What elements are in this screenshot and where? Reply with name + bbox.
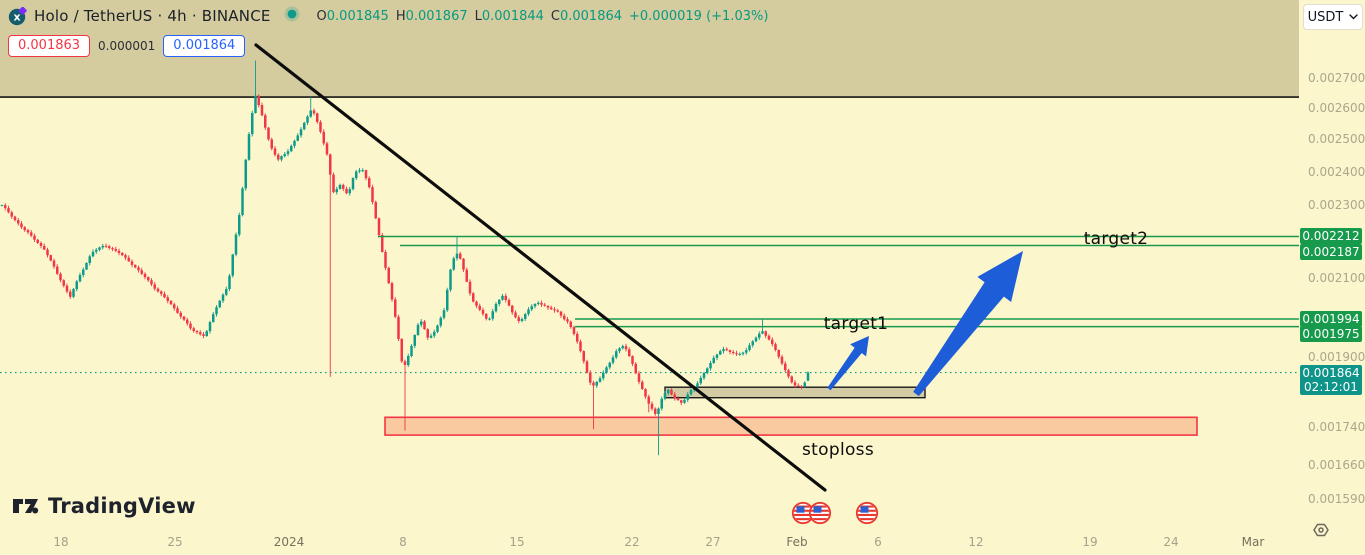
us-flag-icon[interactable] — [791, 501, 815, 525]
time-tick: 6 — [874, 535, 882, 549]
small-up-arrow[interactable] — [827, 336, 869, 391]
price-tick: 0.002400 — [1308, 164, 1365, 179]
big-up-arrow[interactable] — [913, 251, 1023, 397]
symbol-logo-icon: x — [8, 6, 27, 26]
tradingview-logo-icon — [13, 499, 39, 514]
time-tick: 12 — [968, 535, 984, 549]
us-flag-icon[interactable] — [855, 501, 879, 525]
last-price-badge: 0.001864 02:12:01 — [1300, 364, 1362, 395]
level-price-badge: 0.001975 — [1300, 326, 1362, 343]
tradingview-watermark[interactable]: TradingView — [12, 494, 196, 518]
buy-price-button[interactable]: 0.001864 — [163, 35, 246, 57]
price-tick: 0.002300 — [1308, 198, 1365, 213]
chart-legend: x Holo / TetherUS · 4h · BINANCE O0.0018… — [8, 4, 768, 57]
currency-label: USDT — [1307, 9, 1344, 25]
descending-trendline[interactable] — [254, 43, 827, 492]
time-tick: Mar — [1241, 535, 1265, 549]
chevron-down-icon — [1349, 14, 1359, 20]
price-tick: 0.002600 — [1308, 101, 1365, 115]
symbol-title[interactable]: Holo / TetherUS · 4h · BINANCE — [34, 7, 271, 25]
price-tick: 0.002100 — [1308, 270, 1365, 285]
time-tick: 25 — [167, 535, 183, 549]
time-tick: 19 — [1082, 535, 1098, 549]
ohlc-o: O0.001845 — [316, 8, 389, 24]
sell-price-button[interactable]: 0.001863 — [8, 35, 91, 57]
time-tick: 27 — [705, 535, 721, 549]
target1-label[interactable]: target1 — [823, 314, 889, 334]
scale-settings-gear-icon[interactable] — [1312, 521, 1330, 543]
currency-selector[interactable]: USDT — [1303, 4, 1363, 30]
tradingview-logo-text: TradingView — [48, 494, 196, 518]
candlestick-series[interactable] — [0, 60, 810, 456]
ohlc-c: C0.001864 — [550, 8, 623, 24]
stoploss-zone-box[interactable] — [384, 416, 1198, 436]
ohlc-h: H0.001867 — [395, 8, 468, 24]
time-tick: 24 — [1163, 535, 1179, 549]
time-tick: 18 — [53, 535, 69, 549]
time-tick: 8 — [399, 535, 407, 549]
price-scale[interactable]: USDT 0.002700 0.002600 0.002500 0.002400 0.0… — [1299, 0, 1365, 555]
stoploss-label[interactable]: stoploss — [802, 440, 874, 460]
level-price-badge: 0.002212 — [1300, 228, 1362, 245]
time-tick: Feb — [786, 535, 808, 549]
ohlc-l: L0.001844 — [474, 8, 544, 24]
market-status-icon[interactable] — [284, 6, 300, 26]
target2-label[interactable]: target2 — [1083, 229, 1149, 249]
price-tick: 0.002500 — [1308, 132, 1365, 147]
price-tick: 0.002700 — [1308, 71, 1365, 85]
spread-value: 0.000001 — [98, 39, 156, 53]
time-tick: 2024 — [273, 535, 305, 549]
ohlc-values: O0.001845 H0.001867 L0.001844 C0.001864 — [317, 9, 622, 24]
time-tick: 15 — [509, 535, 525, 549]
level-price-badge: 0.002187 — [1300, 243, 1362, 260]
price-tick: 0.001740 — [1308, 420, 1365, 435]
price-tick: 0.001660 — [1308, 457, 1365, 472]
price-tick: 0.001590 — [1308, 491, 1365, 506]
time-tick: 22 — [624, 535, 640, 549]
time-scale[interactable]: 18 25 2024 8 15 22 27 Feb 6 12 19 24 Mar — [0, 528, 1365, 555]
change-value: +0.000019 (+1.03%) — [629, 8, 769, 24]
svg-text:x: x — [13, 10, 20, 23]
chart-pane[interactable] — [0, 0, 1299, 528]
us-flag-icon[interactable] — [808, 501, 832, 525]
level-price-badge: 0.001994 — [1300, 310, 1362, 327]
price-tick: 0.001900 — [1308, 350, 1365, 365]
economic-event-flags[interactable] — [791, 501, 879, 525]
